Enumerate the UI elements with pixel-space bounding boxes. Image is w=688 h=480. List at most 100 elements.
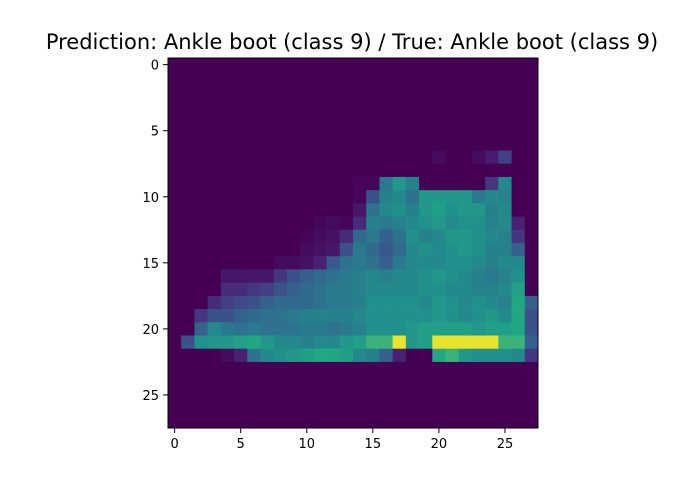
heatmap-cell xyxy=(339,348,354,363)
heatmap-cell xyxy=(234,176,248,191)
heatmap-cell xyxy=(168,388,182,402)
heatmap-cell xyxy=(260,335,275,350)
heatmap-cell xyxy=(326,401,341,416)
heatmap-cell xyxy=(392,309,407,323)
heatmap-cell xyxy=(392,190,407,204)
heatmap-cell xyxy=(366,322,380,336)
heatmap-cell xyxy=(300,401,314,416)
heatmap-cell xyxy=(353,282,367,297)
heatmap-cell xyxy=(458,269,473,284)
heatmap-cell xyxy=(419,309,433,323)
heatmap-cell xyxy=(300,269,314,284)
heatmap-cell xyxy=(353,229,367,244)
heatmap-cell xyxy=(498,361,512,376)
heatmap-cell xyxy=(379,190,394,204)
heatmap-cell xyxy=(260,295,275,310)
heatmap-cell xyxy=(247,243,261,257)
heatmap-cell xyxy=(220,243,235,257)
heatmap-cell xyxy=(366,203,380,217)
heatmap-cell xyxy=(485,401,499,416)
heatmap-cell xyxy=(260,97,275,112)
heatmap-cell xyxy=(432,295,446,310)
heatmap-cell xyxy=(234,322,248,336)
heatmap-cell xyxy=(260,256,275,270)
y-tick-label: 10 xyxy=(142,191,159,206)
heatmap-cell xyxy=(181,71,195,85)
heatmap-cell xyxy=(300,295,314,310)
heatmap-cell xyxy=(405,295,420,310)
heatmap-cell xyxy=(405,401,420,416)
heatmap-cell xyxy=(194,295,209,310)
heatmap-cell xyxy=(366,375,380,389)
heatmap-cell xyxy=(432,269,446,284)
heatmap-cell xyxy=(273,176,288,191)
heatmap-cell xyxy=(405,322,420,336)
heatmap-cell xyxy=(260,150,275,165)
heatmap-cell xyxy=(326,375,341,389)
heatmap-cell xyxy=(405,229,420,244)
heatmap-cell xyxy=(458,137,473,151)
heatmap-cell xyxy=(194,176,209,191)
heatmap-cell xyxy=(392,97,407,112)
heatmap-cell xyxy=(260,137,275,151)
x-tick-label: 15 xyxy=(365,437,382,452)
heatmap-cell xyxy=(220,309,235,323)
heatmap-cell xyxy=(194,309,209,323)
heatmap-cell xyxy=(260,361,275,376)
heatmap-cell xyxy=(326,84,341,99)
heatmap-cell xyxy=(194,335,209,350)
heatmap-cell xyxy=(353,176,367,191)
heatmap-cell xyxy=(168,309,182,323)
heatmap-cell xyxy=(286,322,301,336)
heatmap-cell xyxy=(511,414,526,429)
heatmap-cell xyxy=(168,256,182,270)
heatmap-cell xyxy=(194,388,209,402)
heatmap-cell xyxy=(524,97,539,112)
heatmap-cell xyxy=(366,401,380,416)
heatmap-cell xyxy=(260,414,275,429)
heatmap-cell xyxy=(471,176,486,191)
heatmap-cell xyxy=(300,84,314,99)
heatmap-cell xyxy=(313,176,327,191)
heatmap-cell xyxy=(498,97,512,112)
heatmap-cell xyxy=(207,71,222,85)
heatmap-cell xyxy=(432,309,446,323)
heatmap-cell xyxy=(471,388,486,402)
heatmap-cell xyxy=(485,282,499,297)
heatmap-cell xyxy=(524,163,539,178)
heatmap-cell xyxy=(234,71,248,85)
heatmap-cell xyxy=(419,348,433,363)
heatmap-cell xyxy=(168,335,182,350)
x-tick-label: 10 xyxy=(298,437,315,452)
heatmap-cell xyxy=(445,256,460,270)
heatmap-cell xyxy=(419,84,433,99)
heatmap-cell xyxy=(300,176,314,191)
heatmap-cell xyxy=(471,190,486,204)
heatmap-cell xyxy=(300,322,314,336)
heatmap-cell xyxy=(234,229,248,244)
heatmap-cell xyxy=(432,335,446,350)
heatmap-cell xyxy=(339,309,354,323)
heatmap-cell xyxy=(524,256,539,270)
x-tick-label: 25 xyxy=(497,437,514,452)
heatmap-cell xyxy=(419,229,433,244)
heatmap-cell xyxy=(220,361,235,376)
heatmap-cell xyxy=(207,388,222,402)
heatmap-cell xyxy=(366,216,380,231)
heatmap-cell xyxy=(524,322,539,336)
heatmap-cell xyxy=(445,295,460,310)
heatmap-cell xyxy=(458,216,473,231)
heatmap-cell xyxy=(247,58,261,72)
heatmap-cell xyxy=(220,216,235,231)
heatmap-cell xyxy=(379,150,394,165)
heatmap-cell xyxy=(353,309,367,323)
heatmap-cell xyxy=(207,216,222,231)
heatmap-cell xyxy=(194,401,209,416)
heatmap-cell xyxy=(260,84,275,99)
heatmap-cell xyxy=(353,388,367,402)
heatmap-cell xyxy=(524,348,539,363)
chart-title: Prediction: Ankle boot (class 9) / True:… xyxy=(46,30,658,54)
heatmap-cell xyxy=(168,176,182,191)
heatmap-cell xyxy=(181,309,195,323)
heatmap-cell xyxy=(432,256,446,270)
